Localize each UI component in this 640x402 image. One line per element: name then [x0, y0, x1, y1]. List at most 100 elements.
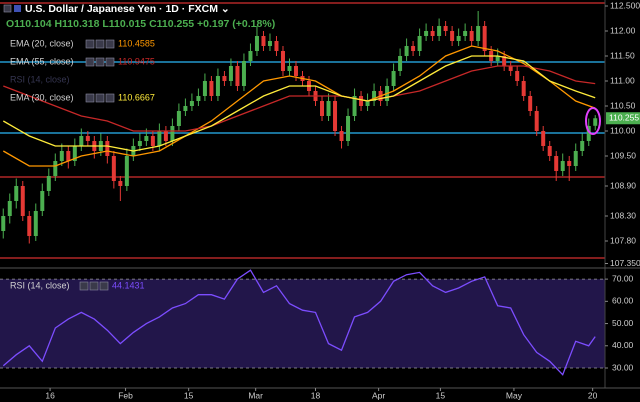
y-tick-label: 112.500: [610, 0, 640, 10]
candle-body: [267, 41, 272, 46]
x-tick-label: 20: [588, 390, 598, 400]
y-tick-label: 108.90: [610, 180, 636, 190]
candle-body: [53, 161, 58, 176]
rsi-y-tick-label: 60.00: [612, 296, 634, 306]
ema-line: [2, 45, 596, 167]
candle-body: [46, 176, 51, 191]
ema-line: [3, 65, 596, 132]
candle-body: [202, 81, 207, 96]
x-tick-label: 15: [184, 390, 194, 400]
candle-body: [235, 66, 240, 86]
candle-body: [567, 161, 572, 166]
candle-body: [72, 146, 77, 161]
y-tick-label: 111.00: [610, 75, 635, 85]
legend-icon[interactable]: [89, 281, 99, 291]
legend-label[interactable]: EMA (30, close): [10, 92, 74, 102]
candle-body: [248, 51, 253, 61]
candle-body: [209, 81, 214, 96]
candle-body: [398, 56, 403, 71]
rsi-y-tick-label: 50.00: [612, 318, 634, 328]
candle-body: [456, 36, 461, 41]
legend-icon[interactable]: [85, 39, 95, 49]
candle-body: [27, 216, 32, 236]
candle-body: [261, 36, 266, 46]
candle-body: [450, 31, 455, 41]
candle-body: [417, 36, 422, 51]
collapse-icon[interactable]: [3, 4, 12, 13]
candle-body: [189, 101, 194, 106]
candle-body: [33, 211, 38, 236]
symbol-title: U.S. Dollar / Japanese Yen · 1D · FXCM ⌄: [25, 3, 230, 15]
candle-body: [1, 216, 6, 231]
x-tick-label: May: [506, 390, 523, 400]
legend-icon[interactable]: [95, 93, 105, 103]
price-box: [606, 112, 640, 125]
candle-body: [333, 101, 338, 131]
candle-body: [280, 51, 285, 71]
candle-body: [196, 96, 201, 101]
legend-label[interactable]: EMA (20, close): [10, 38, 74, 48]
candle-body: [586, 126, 591, 141]
candle-body: [541, 131, 546, 146]
candle-body: [346, 116, 351, 141]
candle-body: [482, 26, 487, 51]
candle-body: [352, 96, 357, 116]
rsi-legend-label[interactable]: RSI (14, close): [10, 280, 70, 290]
highlight-circle: [585, 107, 601, 135]
legend-label[interactable]: EMA (55, close): [10, 56, 74, 66]
y-tick-label: 108.30: [610, 210, 636, 220]
candle-body: [157, 131, 162, 146]
legend-icon[interactable]: [85, 93, 95, 103]
candle-body: [521, 81, 526, 96]
candle-body: [554, 156, 559, 171]
candle-body: [560, 161, 565, 171]
legend-icon[interactable]: [105, 93, 115, 103]
quote-low: L110.015: [102, 18, 146, 30]
x-tick-label: Mar: [248, 390, 263, 400]
candle-body: [547, 146, 552, 156]
candle-body: [437, 26, 442, 36]
legend-icon[interactable]: [79, 281, 89, 291]
header: U.S. Dollar / Japanese Yen · 1D · FXCM ⌄…: [3, 3, 275, 30]
candle-body: [176, 111, 181, 126]
candle-body: [495, 56, 500, 61]
candle-body: [365, 101, 370, 106]
candle-body: [469, 31, 474, 41]
candle-body: [320, 101, 325, 116]
candle-body: [79, 136, 84, 146]
candle-body: [228, 66, 233, 81]
candle-body: [463, 31, 468, 36]
legend-icon[interactable]: [85, 57, 95, 67]
title: U.S. Dollar / Japanese Yen · 1D · FXCM: [25, 3, 218, 15]
rsi-line: [2, 269, 596, 376]
y-tick-label: 109.50: [610, 150, 636, 160]
candle-body: [59, 151, 64, 161]
candle-body: [254, 36, 259, 51]
legend-icon[interactable]: [99, 281, 109, 291]
candle-body: [404, 46, 409, 56]
y-tick-label: 112.00: [610, 25, 636, 35]
hidden-legend[interactable]: RSI (14, close): [10, 74, 70, 84]
candle-body: [150, 136, 155, 146]
candle-body: [163, 131, 168, 141]
x-tick-label: 16: [45, 390, 55, 400]
y-tick-label: 107.350: [610, 258, 640, 268]
candle-body: [241, 61, 246, 86]
candle-body: [593, 118, 598, 126]
legend-value: 110.9475: [118, 56, 155, 66]
legend-icon[interactable]: [105, 39, 115, 49]
rsi-legend-value: 44.1431: [112, 280, 145, 290]
legend-icon[interactable]: [95, 57, 105, 67]
legend-value: 110.6667: [118, 92, 155, 102]
rsi-y-tick-label: 40.00: [612, 340, 634, 350]
candle-body: [66, 151, 71, 161]
y-tick-label: 107.80: [610, 235, 636, 245]
legend-icon[interactable]: [95, 39, 105, 49]
quote-change: +0.197 (+0.18%): [197, 18, 275, 30]
candle-body: [85, 136, 90, 141]
candle-body: [508, 66, 513, 71]
x-tick-label: Apr: [372, 390, 385, 400]
legend-icon[interactable]: [105, 57, 115, 67]
